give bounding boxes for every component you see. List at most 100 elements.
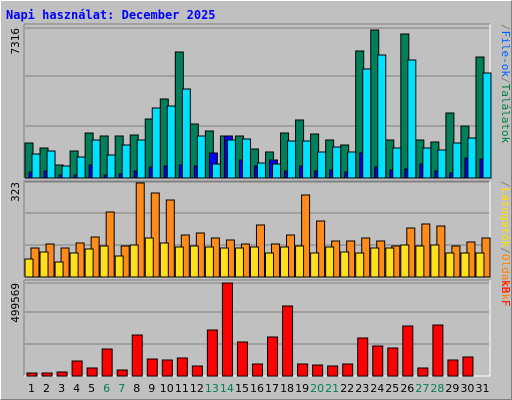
bar-top-3-day-23 bbox=[362, 68, 372, 179]
bar-top-3-day-19 bbox=[302, 140, 312, 179]
bar-middle-2-day-29 bbox=[445, 252, 455, 278]
x-tick-label-day-13: 13 bbox=[205, 382, 219, 395]
bar-top-3-day-21 bbox=[332, 146, 342, 179]
bar-top-3-day-9 bbox=[151, 107, 161, 179]
panel-bottom-area bbox=[24, 280, 490, 376]
bar-top-3-day-16 bbox=[256, 162, 266, 179]
x-tick-label-day-3: 3 bbox=[58, 382, 65, 395]
bar-top-3-day-8 bbox=[136, 139, 146, 179]
legend-entry: Találatok bbox=[499, 84, 512, 144]
bar-middle-2-day-17 bbox=[265, 252, 275, 278]
bar-bottom-1-day-13 bbox=[206, 329, 218, 377]
bar-middle-2-day-4 bbox=[69, 252, 79, 278]
bar-top-3-day-6 bbox=[106, 154, 116, 179]
legend-entry: File-ok bbox=[499, 31, 512, 78]
panel-bottom-legend: kB F bbox=[499, 280, 512, 307]
bar-bottom-1-day-5 bbox=[86, 367, 98, 377]
bar-bottom-1-day-8 bbox=[131, 334, 143, 377]
bar-bottom-1-day-10 bbox=[161, 359, 173, 377]
bar-top-3-day-17 bbox=[272, 163, 282, 179]
x-tick-label-day-1: 1 bbox=[28, 382, 35, 395]
bar-top-3-day-2 bbox=[46, 150, 56, 179]
bar-bottom-1-day-21 bbox=[327, 365, 339, 377]
bar-middle-2-day-14 bbox=[219, 247, 229, 278]
legend-entry: kB F bbox=[499, 280, 512, 307]
bar-middle-1-day-20 bbox=[316, 220, 326, 278]
x-tick-label-day-25: 25 bbox=[385, 382, 399, 395]
bar-middle-2-day-3 bbox=[54, 261, 64, 278]
x-tick-label-day-8: 8 bbox=[133, 382, 140, 395]
panel-top-legend: /File-ok/Találatok bbox=[499, 24, 512, 144]
bar-bottom-1-day-2 bbox=[41, 372, 53, 377]
legend-entry: Látogatók bbox=[499, 188, 512, 248]
x-tick-label-day-31: 31 bbox=[475, 382, 489, 395]
x-tick-label-day-26: 26 bbox=[400, 382, 414, 395]
x-tick-label-day-28: 28 bbox=[430, 382, 444, 395]
x-tick-label-day-20: 20 bbox=[310, 382, 324, 395]
x-tick-label-day-14: 14 bbox=[220, 382, 234, 395]
bar-bottom-1-day-29 bbox=[447, 359, 459, 377]
legend-entry: / bbox=[499, 77, 512, 84]
bar-bottom-1-day-15 bbox=[236, 341, 248, 377]
x-tick-label-day-11: 11 bbox=[175, 382, 189, 395]
panel-middle-ymax-label: 323 bbox=[9, 182, 22, 202]
bar-middle-1-day-6 bbox=[105, 211, 115, 278]
legend-entry: / bbox=[499, 181, 512, 188]
chart-title: Napi használat: December 2025 bbox=[6, 8, 216, 22]
bar-middle-2-day-20 bbox=[310, 252, 320, 278]
bar-bottom-1-day-18 bbox=[282, 305, 294, 377]
x-tick-label-day-22: 22 bbox=[340, 382, 354, 395]
bar-top-3-day-27 bbox=[422, 147, 432, 179]
bar-top-3-day-11 bbox=[181, 88, 191, 179]
bar-middle-2-day-30 bbox=[460, 252, 470, 278]
x-tick-label-day-7: 7 bbox=[118, 382, 125, 395]
x-tick-label-day-17: 17 bbox=[265, 382, 279, 395]
x-tick-label-day-18: 18 bbox=[280, 382, 294, 395]
bar-middle-2-day-27 bbox=[415, 245, 425, 278]
bar-top-3-day-30 bbox=[467, 137, 477, 179]
bar-bottom-1-day-25 bbox=[387, 347, 399, 377]
legend-entry: / bbox=[499, 247, 512, 254]
bar-middle-1-day-9 bbox=[150, 192, 160, 278]
bar-top-3-day-4 bbox=[76, 156, 86, 179]
x-tick-label-day-30: 30 bbox=[460, 382, 474, 395]
x-tick-label-day-2: 2 bbox=[43, 382, 50, 395]
bar-top-3-day-22 bbox=[347, 151, 357, 179]
bar-middle-2-day-13 bbox=[204, 246, 214, 278]
bar-middle-2-day-9 bbox=[144, 237, 154, 278]
bar-top-3-day-3 bbox=[61, 165, 71, 179]
bar-bottom-1-day-6 bbox=[101, 348, 113, 377]
x-tick-label-day-16: 16 bbox=[250, 382, 264, 395]
panel-bottom-ymax-label: 499569 bbox=[9, 283, 22, 323]
bar-middle-2-day-16 bbox=[249, 246, 259, 278]
x-tick-label-day-15: 15 bbox=[235, 382, 249, 395]
bar-top-3-day-15 bbox=[241, 138, 251, 179]
bar-top-3-day-31 bbox=[482, 72, 492, 179]
bar-middle-2-day-1 bbox=[24, 258, 34, 278]
bar-top-3-day-10 bbox=[166, 105, 176, 179]
bar-bottom-1-day-14 bbox=[221, 282, 233, 377]
x-tick-label-day-27: 27 bbox=[415, 382, 429, 395]
bar-bottom-1-day-23 bbox=[357, 337, 369, 377]
bar-bottom-1-day-28 bbox=[432, 324, 444, 377]
bar-top-3-day-28 bbox=[437, 149, 447, 179]
bar-top-3-day-18 bbox=[287, 140, 297, 179]
bar-middle-2-day-8 bbox=[129, 244, 139, 278]
bar-middle-2-day-26 bbox=[400, 244, 410, 278]
bar-bottom-1-day-24 bbox=[372, 345, 384, 377]
bar-middle-2-day-5 bbox=[84, 248, 94, 278]
bar-bottom-1-day-22 bbox=[342, 363, 354, 377]
bar-bottom-1-day-1 bbox=[26, 372, 38, 377]
x-tick-label-day-23: 23 bbox=[355, 382, 369, 395]
x-tick-label-day-5: 5 bbox=[88, 382, 95, 395]
legend-entry: / bbox=[499, 24, 512, 31]
bar-top-3-day-13 bbox=[211, 163, 221, 179]
bar-middle-2-day-18 bbox=[280, 246, 290, 278]
bar-top-3-day-20 bbox=[317, 151, 327, 179]
bar-middle-2-day-19 bbox=[295, 245, 305, 278]
x-tick-label-day-19: 19 bbox=[295, 382, 309, 395]
bar-top-3-day-25 bbox=[392, 147, 402, 179]
bar-middle-2-day-25 bbox=[385, 247, 395, 278]
panel-top-ymax-label: 7316 bbox=[9, 28, 22, 55]
bar-bottom-1-day-30 bbox=[462, 356, 474, 377]
